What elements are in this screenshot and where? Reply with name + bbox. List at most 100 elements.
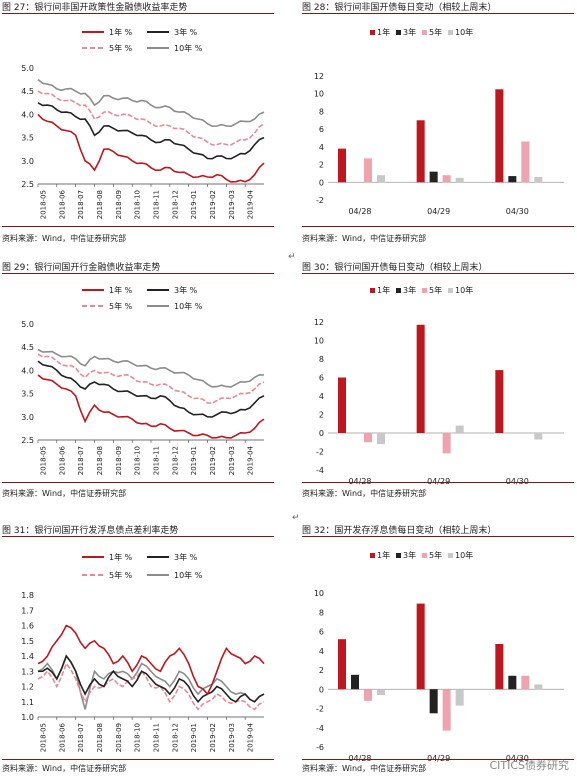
x-category-label: 04/28 bbox=[348, 477, 371, 486]
legend-label: 10年 bbox=[455, 27, 473, 37]
legend-label: 5年 bbox=[429, 550, 442, 560]
y-tick-label: 12 bbox=[314, 318, 324, 327]
x-category-label: 04/29 bbox=[427, 207, 450, 216]
bar-3-2 bbox=[534, 176, 543, 183]
x-tick-label: 2018-06 bbox=[58, 189, 66, 219]
legend-label: 10年 bbox=[455, 285, 473, 295]
chart-title: 图 28：银行间非国开债每日变动（相较上周末） bbox=[302, 3, 497, 13]
x-tick-label: 2018-12 bbox=[171, 723, 179, 752]
legend-label: 1年 % bbox=[109, 285, 133, 295]
page-break-mark: ↵ bbox=[292, 513, 300, 523]
y-tick-label: 2 bbox=[319, 666, 324, 675]
title-rule bbox=[2, 13, 274, 14]
bottom-rule bbox=[302, 759, 574, 760]
legend-label: 10年 bbox=[455, 550, 473, 560]
y-tick-label: -2 bbox=[316, 705, 324, 714]
bar-0-0 bbox=[338, 377, 346, 433]
x-category-label: 04/29 bbox=[427, 477, 450, 486]
x-tick-label: 2018-10 bbox=[134, 723, 142, 752]
title-rule bbox=[2, 536, 274, 537]
source-note: 资料来源：Wind，中信证券研究部 bbox=[2, 764, 127, 773]
title-rule bbox=[302, 13, 574, 14]
legend-label: 3年 % bbox=[174, 27, 198, 37]
line-chart-panel-31: 图 31：银行间国开行发浮息债点差利率走势 1.8 1.7 1.6 1.5 1.4 1.3… bbox=[2, 523, 274, 777]
line-chart-svg: 5.0 4.5 4.0 3.5 3.0 2.5 2018-05 2018-06 2018-07 2… bbox=[21, 27, 265, 219]
y-tick-label: -2 bbox=[316, 448, 324, 457]
y-tick-label: 8 bbox=[319, 608, 324, 617]
y-tick-label: -4 bbox=[316, 466, 324, 475]
y-tick-label: 1.8 bbox=[21, 591, 34, 600]
y-tick-label: 0 bbox=[319, 178, 324, 187]
y-tick-label: 2 bbox=[319, 161, 324, 170]
legend-swatch bbox=[422, 30, 427, 35]
y-tick-label: 1.4 bbox=[21, 652, 34, 661]
x-category-label: 04/30 bbox=[506, 207, 529, 216]
bar-1-1 bbox=[429, 689, 438, 714]
bar-chart-panel-32: 图 32：国开发存浮息债每日变动（相较上周末） 10 8 6 4 2 0 -2 -4 -6 1年 3… bbox=[302, 523, 574, 777]
x-tick-label: 2019-03 bbox=[228, 190, 236, 219]
legend-swatch bbox=[370, 30, 375, 35]
x-tick-label: 2019-03 bbox=[228, 446, 236, 475]
bar-0-2 bbox=[495, 644, 504, 690]
bar-0-0 bbox=[338, 148, 346, 183]
y-tick-label: 10 bbox=[314, 337, 324, 346]
series-line-2 bbox=[37, 353, 265, 404]
bar-chart-panel-28: 图 28：银行间非国开债每日变动（相较上周末） 12 10 8 6 4 2 0 -2 1年 3年 5… bbox=[302, 0, 574, 250]
bar-3-1 bbox=[455, 177, 464, 183]
legend-label: 5年 bbox=[429, 27, 442, 37]
y-tick-label: 6 bbox=[319, 125, 324, 134]
legend-label: 3年 % bbox=[174, 552, 198, 562]
x-tick-label: 2018-11 bbox=[153, 723, 161, 752]
source-note: 资料来源：Wind，中信证券研究部 bbox=[2, 489, 127, 498]
y-tick-label: 2.5 bbox=[21, 180, 34, 189]
x-tick-label: 2019-04 bbox=[247, 722, 255, 752]
bar-2-2 bbox=[521, 141, 530, 183]
bar-2-0 bbox=[364, 689, 372, 701]
series-line-0 bbox=[37, 624, 265, 696]
x-tick-label: 2018-12 bbox=[171, 446, 179, 475]
x-category-label: 04/28 bbox=[348, 754, 371, 763]
x-tick-label: 2018-06 bbox=[58, 445, 66, 475]
bar-1-1 bbox=[429, 171, 438, 183]
chart-title: 图 32：国开发存浮息债每日变动（相较上周末） bbox=[302, 526, 497, 536]
y-tick-label: 10 bbox=[314, 90, 324, 99]
bottom-rule bbox=[2, 482, 274, 483]
line-chart-svg: 5.0 4.5 4.0 3.5 3.0 2.5 2018-05 2018-06 2018-07 2… bbox=[21, 285, 265, 475]
x-tick-label: 2018-08 bbox=[96, 723, 104, 752]
series-line-1 bbox=[37, 102, 265, 160]
x-tick-label: 2019-02 bbox=[209, 446, 217, 475]
chart-title: 图 30：银行间国开债每日变动（相较上周末） bbox=[302, 263, 488, 273]
x-tick-label: 2018-07 bbox=[77, 723, 85, 752]
line-chart-panel-27: 图 27：银行间非国开政策性金融债收益率走势 5.0 4.5 4.0 3.5 3.0 2.… bbox=[2, 0, 274, 250]
chart-title: 图 29：银行间国开行金融债收益率走势 bbox=[2, 263, 161, 273]
y-tick-label: 3.5 bbox=[21, 134, 34, 143]
series-line-2 bbox=[37, 661, 265, 711]
bar-2-2 bbox=[521, 675, 530, 690]
x-tick-label: 2018-07 bbox=[77, 190, 85, 219]
bar-2-1 bbox=[442, 175, 451, 183]
x-tick-label: 2018-08 bbox=[96, 446, 104, 475]
bar-chart-svg: 12 10 8 6 4 2 0 -2 1年 3年 5年 10年 04/28 04/29 04/30 bbox=[314, 27, 564, 216]
y-tick-label: 3.0 bbox=[21, 157, 34, 166]
legend-swatch bbox=[370, 553, 375, 558]
y-tick-label: 1.3 bbox=[21, 667, 34, 676]
source-note: 资料来源：Wind，中信证券研究部 bbox=[302, 234, 427, 243]
bar-3-2 bbox=[534, 433, 543, 440]
bar-3-2 bbox=[534, 684, 543, 690]
x-tick-label: 2019-04 bbox=[247, 189, 255, 219]
bar-3-0 bbox=[377, 175, 385, 183]
x-tick-label: 2018-07 bbox=[77, 446, 85, 475]
y-tick-label: -6 bbox=[316, 743, 324, 752]
legend-label: 10年 % bbox=[174, 43, 203, 53]
x-tick-label: 2018-05 bbox=[40, 723, 48, 752]
chart-title: 图 31：银行间国开行发浮息债点差利率走势 bbox=[2, 526, 179, 536]
x-tick-label: 2018-11 bbox=[153, 190, 161, 219]
y-tick-label: 1.5 bbox=[21, 637, 34, 646]
y-tick-label: 4 bbox=[319, 647, 324, 656]
legend-label: 5年 % bbox=[109, 570, 133, 580]
legend-swatch bbox=[396, 30, 401, 35]
bar-1-2 bbox=[508, 675, 517, 690]
legend-label: 3年 bbox=[403, 27, 416, 37]
chart-title: 图 27：银行间非国开政策性金融债收益率走势 bbox=[2, 3, 188, 13]
x-category-label: 04/30 bbox=[506, 754, 529, 763]
